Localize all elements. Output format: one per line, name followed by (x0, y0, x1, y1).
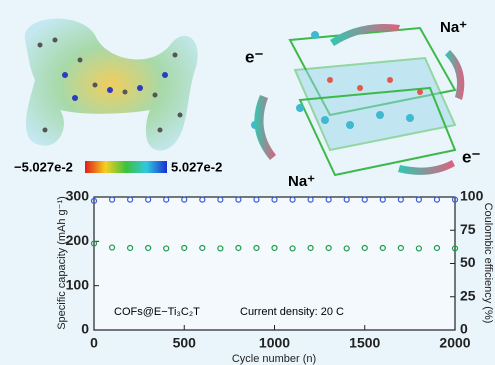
y2-tick-label: 100 (460, 188, 484, 204)
y-axis-label: Specific capacity (mAh g⁻¹) (56, 196, 68, 330)
sodium-label: Na⁺ (440, 19, 467, 36)
color-bar (85, 161, 167, 173)
x-tick-label: 0 (90, 335, 98, 351)
color-scale-min: −5.027e-2 (14, 159, 73, 174)
y2-tick-label: 50 (460, 254, 476, 270)
sodium-label: Na⁺ (288, 173, 315, 190)
x-tick-label: 500 (173, 335, 197, 351)
annotation: Current density: 20 C (240, 306, 344, 318)
x-tick-label: 1500 (349, 335, 380, 351)
y2-tick-label: 0 (460, 321, 468, 337)
y-tick-label: 0 (81, 321, 89, 337)
electron-label: e⁻ (245, 47, 263, 66)
electron-label: e⁻ (462, 147, 480, 166)
y-tick-label: 100 (66, 276, 90, 292)
y2-axis-label: Coulombic efficiency (%) (482, 203, 494, 324)
annotation: COFs@E−Ti₃C₂T (114, 306, 200, 318)
y2-tick-label: 75 (460, 221, 476, 237)
x-axis-label: Cycle number (n) (232, 353, 316, 365)
x-tick-label: 2000 (439, 335, 470, 351)
y-tick-label: 200 (66, 232, 90, 248)
color-scale-max: 5.027e-2 (171, 159, 222, 174)
y2-tick-label: 25 (460, 287, 476, 303)
y-tick-label: 300 (66, 188, 90, 204)
figure: −5.027e-2 5.027e-2 e⁻ Na⁺ e⁻ Na⁺ Specifi… (0, 0, 495, 365)
x-tick-label: 1000 (259, 335, 290, 351)
